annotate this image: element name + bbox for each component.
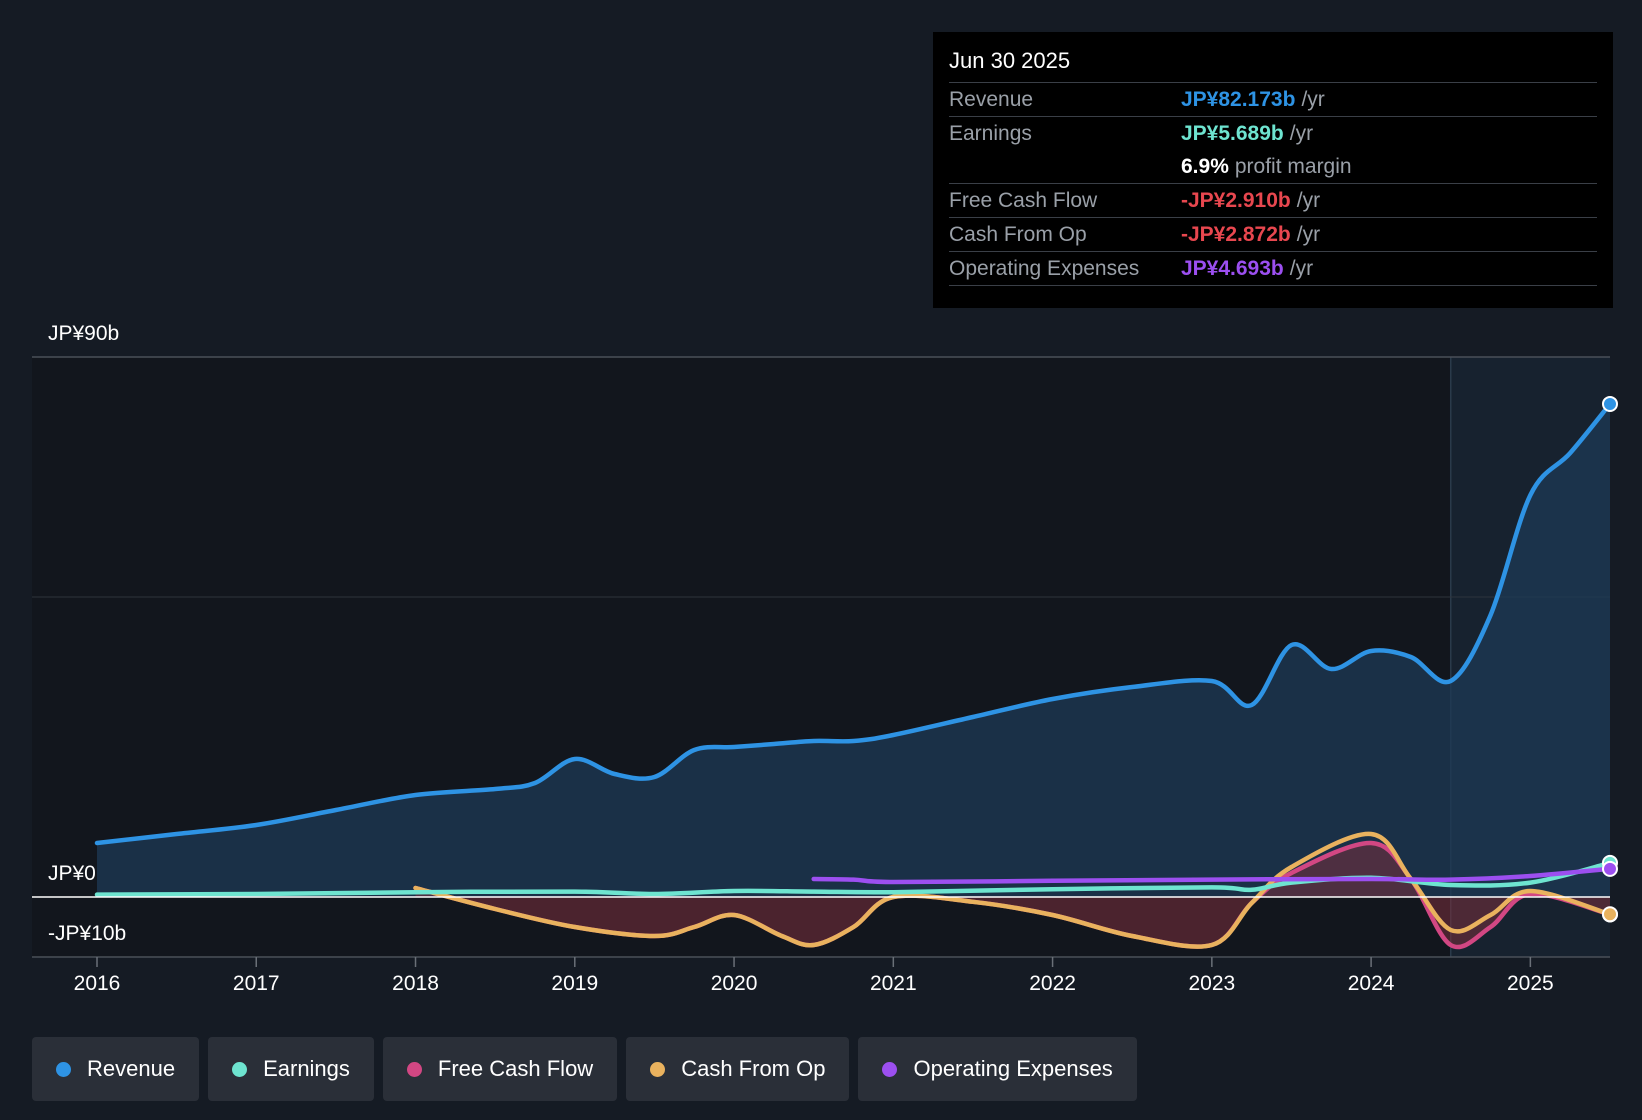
legend-item-earnings[interactable]: Earnings [208, 1037, 374, 1101]
legend-dot-icon [406, 1061, 422, 1077]
tooltip-row-opex: Operating Expenses JP¥4.693b /yr [949, 251, 1597, 286]
tooltip-unit: /yr [1289, 121, 1314, 145]
x-tick-label: 2018 [392, 972, 439, 995]
operating-expenses-end-point[interactable] [1602, 860, 1618, 877]
tooltip-value: -JP¥2.872b [1181, 222, 1291, 246]
y-label-zero: JP¥0 [48, 862, 96, 885]
tooltip: Jun 30 2025 Revenue JP¥82.173b /yr Earni… [933, 32, 1613, 308]
tooltip-value: JP¥4.693b [1181, 256, 1284, 280]
tooltip-row-cfo: Cash From Op -JP¥2.872b /yr [949, 217, 1597, 251]
legend-item-cash-from-op[interactable]: Cash From Op [626, 1037, 850, 1101]
x-tick-label: 2017 [233, 972, 280, 995]
legend-dot-icon [650, 1061, 666, 1077]
legend-label: Revenue [87, 1056, 176, 1081]
x-tick-label: 2025 [1507, 972, 1554, 995]
y-label-bottom: -JP¥10b [48, 922, 126, 945]
legend-dot-icon [882, 1061, 898, 1077]
x-tick-label: 2019 [551, 972, 598, 995]
tooltip-label: Cash From Op [949, 222, 1087, 246]
tooltip-row-fcf: Free Cash Flow -JP¥2.910b /yr [949, 183, 1597, 217]
x-tick-label: 2024 [1348, 972, 1395, 995]
tooltip-label: Earnings [949, 121, 1032, 145]
legend-item-operating-expenses[interactable]: Operating Expenses [858, 1037, 1137, 1101]
tooltip-value: -JP¥2.910b [1181, 188, 1291, 212]
tooltip-unit: /yr [1301, 87, 1325, 111]
tooltip-row-margin: 6.9% profit margin [949, 150, 1597, 183]
tooltip-row-earnings: Earnings JP¥5.689b /yr [949, 116, 1597, 150]
cash-from-op-end-point[interactable] [1602, 906, 1618, 923]
legend-dot-icon [232, 1061, 248, 1077]
free-cash-flow-area [415, 842, 1610, 948]
x-tick-label: 2016 [74, 972, 121, 995]
tooltip-label: Revenue [949, 87, 1034, 111]
tooltip-unit: /yr [1289, 256, 1314, 280]
legend-label: Operating Expenses [913, 1056, 1113, 1081]
x-tick-label: 2020 [711, 972, 758, 995]
x-tick-label: 2023 [1188, 972, 1235, 995]
tooltip-margin-text: profit margin [1234, 154, 1352, 178]
tooltip-row-revenue: Revenue JP¥82.173b /yr [949, 82, 1597, 116]
tooltip-value: JP¥5.689b [1181, 121, 1284, 145]
legend-item-revenue[interactable]: Revenue [32, 1037, 200, 1101]
tooltip-label: Free Cash Flow [949, 188, 1098, 212]
x-tick-label: 2022 [1029, 972, 1076, 995]
legend-dot-icon [56, 1061, 71, 1077]
tooltip-value: JP¥82.173b [1181, 87, 1296, 111]
revenue-line [94, 401, 1613, 846]
revenue-area [97, 404, 1610, 897]
operating-expenses-line [811, 866, 1613, 885]
legend: Revenue Earnings Free Cash Flow Cash Fro… [32, 1037, 1146, 1101]
cash-from-op-line [413, 831, 1613, 949]
tooltip-unit: /yr [1296, 188, 1321, 212]
legend-label: Earnings [263, 1056, 350, 1081]
x-tick-label: 2021 [870, 972, 917, 995]
tooltip-unit: /yr [1296, 222, 1321, 246]
tooltip-date: Jun 30 2025 [949, 48, 1071, 73]
legend-item-free-cash-flow[interactable]: Free Cash Flow [382, 1037, 618, 1101]
tooltip-margin-value: 6.9% [1181, 154, 1229, 178]
revenue-end-point[interactable] [1602, 395, 1618, 412]
tooltip-label: Operating Expenses [949, 256, 1140, 280]
legend-label: Free Cash Flow [437, 1056, 594, 1081]
legend-label: Cash From Op [681, 1056, 826, 1081]
y-label-top: JP¥90b [48, 322, 119, 345]
